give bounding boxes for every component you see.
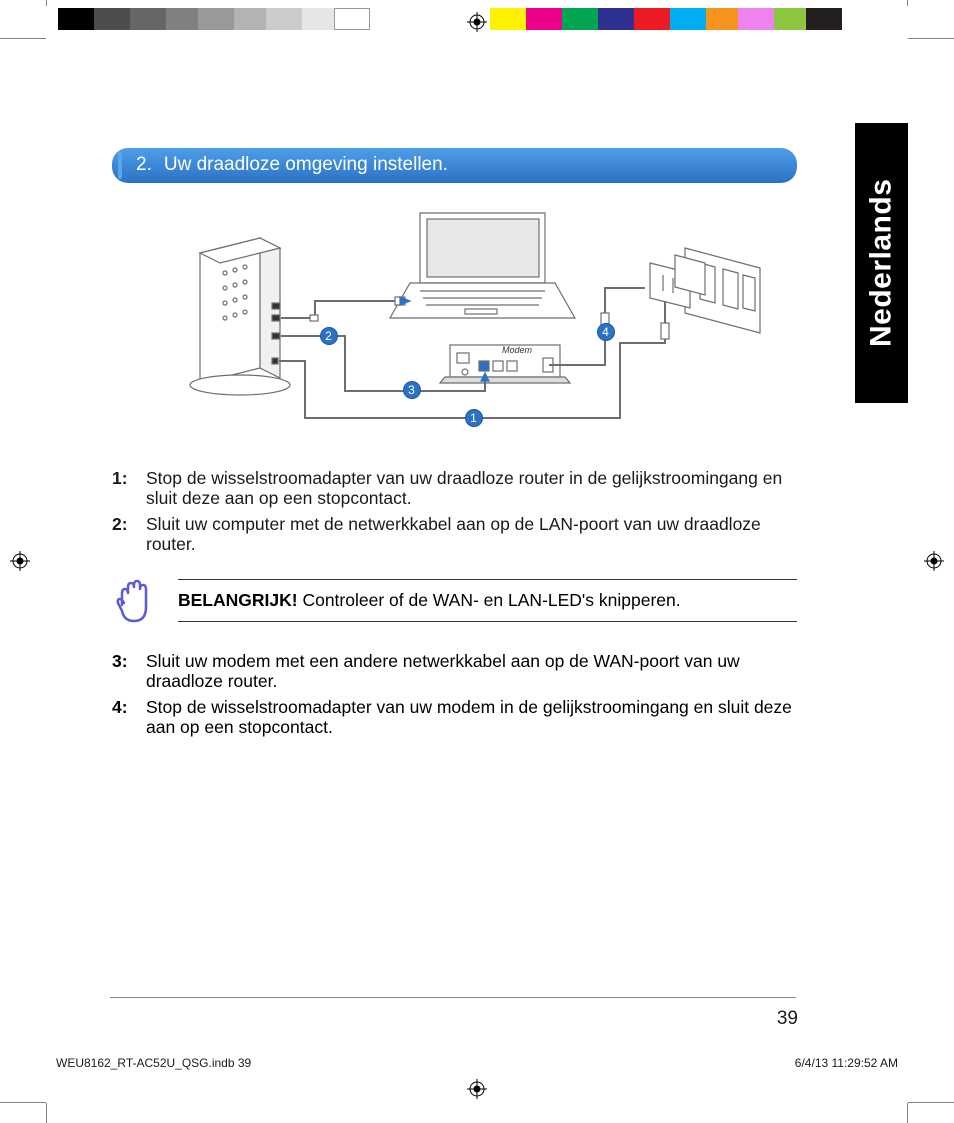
important-note: BELANGRIJK! Controleer of de WAN- en LAN…	[112, 577, 797, 625]
section-title: Uw draadloze omgeving instellen.	[164, 154, 448, 176]
page-content: Nederlands 2. Uw draadloze omgeving inst…	[46, 38, 908, 1100]
print-file-name: WEU8162_RT-AC52U_QSG.indb 39	[56, 1056, 251, 1070]
important-label: BELANGRIJK!	[178, 590, 298, 610]
section-number: 2.	[136, 154, 152, 176]
registration-mark-icon	[924, 551, 944, 571]
connection-diagram: Modem 2 3 1 4	[145, 203, 765, 438]
step-row: 2: Sluit uw computer met de netwerkkabel…	[112, 514, 797, 554]
step-number: 4:	[112, 697, 146, 737]
diagram-callout-3: 3	[403, 381, 421, 399]
step-number: 2:	[112, 514, 146, 554]
language-tab: Nederlands	[855, 123, 908, 403]
crop-mark	[0, 38, 46, 39]
registration-mark-icon	[10, 551, 30, 571]
important-body: Controleer of de WAN- en LAN-LED's knipp…	[298, 590, 681, 610]
hand-stop-icon	[112, 577, 154, 625]
crop-mark	[907, 1103, 908, 1123]
step-row: 1: Stop de wisselstroomadapter van uw dr…	[112, 468, 797, 508]
diagram-callout-4: 4	[597, 323, 615, 341]
step-row: 4: Stop de wisselstroomadapter van uw mo…	[112, 697, 797, 737]
crop-mark	[907, 0, 908, 6]
steps-list-b: 3: Sluit uw modem met een andere netwerk…	[112, 651, 797, 738]
step-number: 3:	[112, 651, 146, 691]
diagram-callout-1: 1	[465, 409, 483, 427]
page-number: 39	[777, 1008, 798, 1030]
step-text: Sluit uw modem met een andere netwerkkab…	[146, 651, 797, 691]
crop-mark	[908, 38, 954, 39]
crop-mark	[908, 1102, 954, 1103]
step-row: 3: Sluit uw modem met een andere netwerk…	[112, 651, 797, 691]
step-number: 1:	[112, 468, 146, 508]
crop-mark	[46, 1103, 47, 1123]
step-text: Sluit uw computer met de netwerkkabel aa…	[146, 514, 797, 554]
footer-divider	[110, 997, 796, 998]
svg-text:Modem: Modem	[502, 345, 533, 355]
steps-list-a: 1: Stop de wisselstroomadapter van uw dr…	[112, 468, 797, 555]
print-footer: WEU8162_RT-AC52U_QSG.indb 39 6/4/13 11:2…	[56, 1056, 898, 1070]
diagram-callout-2: 2	[320, 327, 338, 345]
step-text: Stop de wisselstroomadapter van uw modem…	[146, 697, 797, 737]
crop-mark	[0, 1102, 46, 1103]
registration-mark-icon	[467, 12, 487, 32]
section-header: 2. Uw draadloze omgeving instellen.	[112, 148, 797, 183]
important-text: BELANGRIJK! Controleer of de WAN- en LAN…	[178, 579, 797, 622]
step-text: Stop de wisselstroomadapter van uw draad…	[146, 468, 797, 508]
crop-mark	[46, 0, 47, 6]
print-date: 6/4/13 11:29:52 AM	[795, 1056, 898, 1070]
